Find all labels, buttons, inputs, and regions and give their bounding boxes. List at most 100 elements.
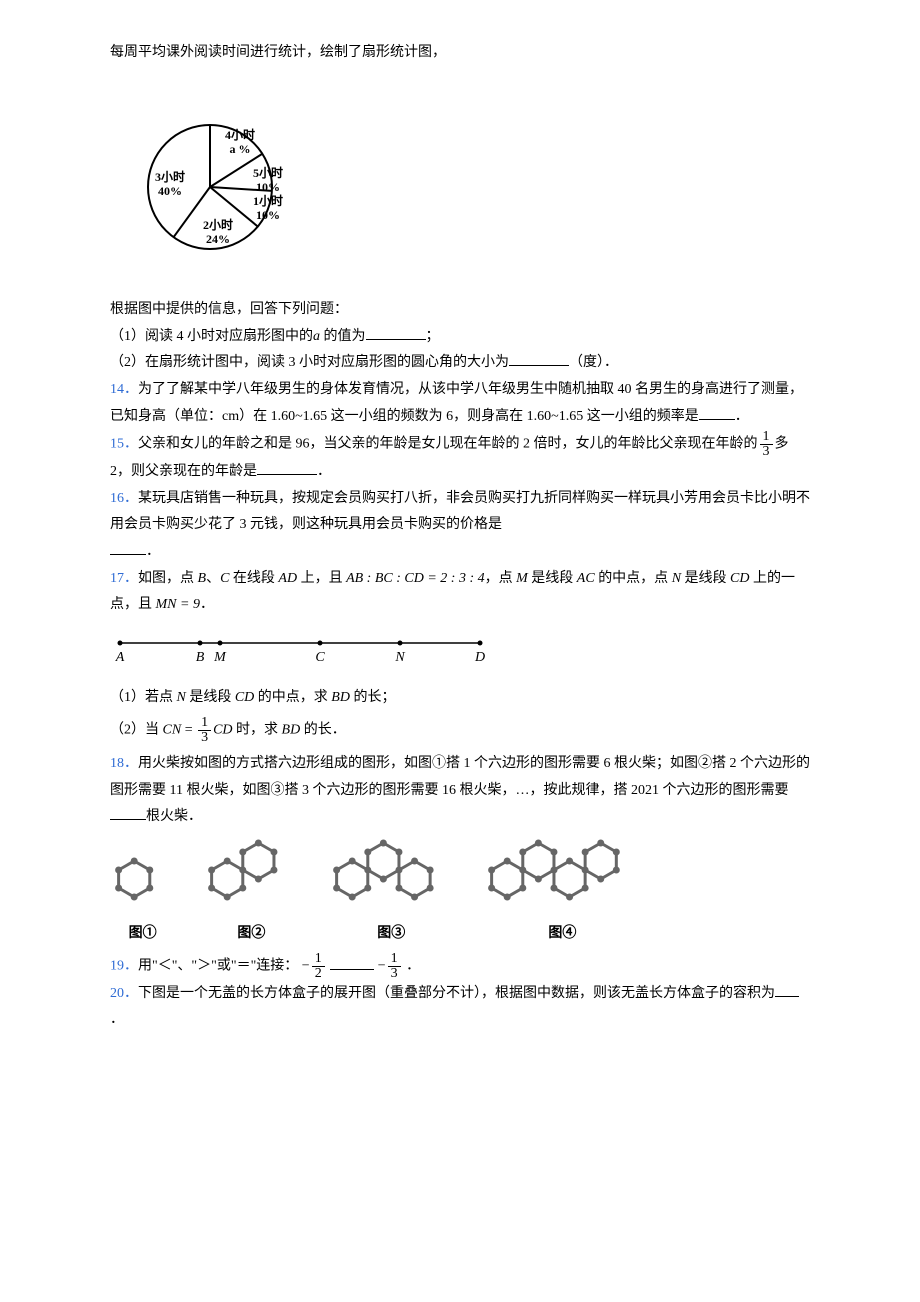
q13-var-a: a: [313, 329, 320, 344]
var: CD: [213, 723, 232, 738]
q18: 18．用火柴按如图的方式搭六边形组成的图形，如图①搭 1 个六边形的图形需要 6…: [110, 751, 810, 831]
hex-cap: 图②: [203, 921, 299, 948]
blank: [110, 819, 146, 820]
pt: B: [198, 571, 207, 586]
blank: [509, 365, 569, 366]
question-number: 18．: [110, 756, 138, 771]
q20-body: 下图是一个无盖的长方体盒子的展开图（重叠部分不计），根据图中数据，则该无盖长方体…: [138, 986, 775, 1001]
denominator: 3: [198, 731, 211, 745]
paragraph-intro: 每周平均课外阅读时间进行统计，绘制了扇形统计图，: [110, 40, 810, 67]
t: 时，求: [233, 723, 282, 738]
q16-line2: ．: [110, 539, 810, 566]
blank: [366, 339, 426, 340]
q13-2-tail: （度）．: [569, 355, 618, 370]
q13-1-end: ；: [426, 329, 440, 344]
svg-text:3小时: 3小时: [155, 169, 185, 184]
denominator: 3: [388, 967, 401, 981]
svg-text:N: N: [394, 650, 405, 665]
svg-text:B: B: [196, 650, 205, 665]
hex-fig-4: 图④: [483, 839, 642, 948]
q18-tail: 根火柴．: [146, 809, 202, 824]
hex-fig-2: 图②: [203, 839, 299, 948]
pt: C: [220, 571, 229, 586]
q19-a: 用"＜"、"＞"或"＝"连接：: [138, 959, 298, 974]
numerator: 1: [312, 952, 325, 967]
question-number: 14．: [110, 382, 138, 397]
hex-fig-1: 图①: [110, 839, 175, 948]
t: 在线段: [229, 571, 278, 586]
numerator: 1: [760, 430, 773, 445]
denominator: 3: [760, 445, 773, 459]
svg-text:2小时: 2小时: [203, 217, 233, 232]
hex-svg: [203, 839, 299, 909]
hex-svg: [483, 839, 642, 909]
q16: 16．某玩具店销售一种玩具，按规定会员购买打八折，非会员购买打九折同样购买一样玩…: [110, 486, 810, 539]
svg-text:1小时: 1小时: [253, 193, 283, 208]
q15-tail: ．: [317, 464, 331, 479]
question-number: 15．: [110, 437, 138, 452]
var: CN: [163, 723, 182, 738]
blank: [110, 554, 146, 555]
t: ．: [200, 597, 214, 612]
seg: BD: [282, 723, 301, 738]
q13-1-tail: 的值为: [320, 329, 366, 344]
svg-text:10%: 10%: [256, 208, 280, 222]
q17-part2: （2）当 CN = 13CD 时，求 BD 的长．: [110, 716, 810, 745]
neg: −: [378, 959, 386, 974]
hex-svg: [110, 839, 175, 909]
t: （2）当: [110, 723, 163, 738]
question-number: 20．: [110, 986, 138, 1001]
neg: −: [302, 959, 310, 974]
denominator: 2: [312, 967, 325, 981]
t: =: [181, 723, 196, 738]
t: （1）若点: [110, 690, 177, 705]
pie-chart-figure: 3小时40%2小时24%1小时10%5小时10%4小时a %: [110, 77, 810, 288]
hex-fig-3: 图③: [328, 839, 456, 948]
pie-chart-svg: 3小时40%2小时24%1小时10%5小时10%4小时a %: [110, 77, 320, 277]
blank: [330, 969, 374, 970]
svg-text:M: M: [213, 650, 227, 665]
seg: CD: [235, 690, 254, 705]
svg-text:40%: 40%: [158, 184, 182, 198]
fraction: 13: [388, 952, 401, 981]
q19-tail: ．: [406, 959, 420, 974]
svg-text:a %: a %: [230, 142, 251, 156]
q17-part1: （1）若点 N 是线段 CD 的中点，求 BD 的长；: [110, 685, 810, 712]
t: 的长．: [300, 723, 346, 738]
blank: [775, 996, 799, 997]
ratio: AB : BC : CD = 2 : 3 : 4: [346, 571, 485, 586]
hex-cap: 图④: [483, 921, 642, 948]
hex-svg: [328, 839, 456, 909]
fraction: 13: [198, 716, 211, 745]
q20-tail: ．: [110, 1012, 124, 1027]
question-number: 17．: [110, 571, 138, 586]
eq: MN = 9: [156, 597, 200, 612]
seg: AC: [577, 571, 595, 586]
seg: BD: [331, 690, 350, 705]
question-number: 16．: [110, 491, 138, 506]
svg-text:10%: 10%: [256, 180, 280, 194]
t: 的长；: [350, 690, 396, 705]
t: 是线段: [186, 690, 235, 705]
q13-part1: （1）阅读 4 小时对应扇形图中的a 的值为；: [110, 324, 810, 351]
q13-part2: （2）在扇形统计图中，阅读 3 小时对应扇形图的圆心角的大小为（度）．: [110, 350, 810, 377]
q16-tail: ．: [146, 544, 160, 559]
svg-text:4小时: 4小时: [225, 127, 255, 142]
numerator: 1: [388, 952, 401, 967]
svg-text:C: C: [315, 650, 325, 665]
t: 的中点，点: [595, 571, 672, 586]
t: 上，且: [297, 571, 346, 586]
q13-prompt: 根据图中提供的信息，回答下列问题：: [110, 297, 810, 324]
fraction: 12: [312, 952, 325, 981]
seg: AD: [278, 571, 297, 586]
t: 是线段: [681, 571, 730, 586]
t: ，点: [485, 571, 517, 586]
t: 如图，点: [138, 571, 198, 586]
q15-a: 父亲和女儿的年龄之和是 96，当父亲的年龄是女儿现在年龄的 2 倍时，女儿的年龄…: [138, 437, 758, 452]
svg-text:5小时: 5小时: [253, 165, 283, 180]
q17-diagram: ABMCND: [110, 629, 810, 676]
blank: [699, 419, 735, 420]
q15: 15．父亲和女儿的年龄之和是 96，当父亲的年龄是女儿现在年龄的 2 倍时，女儿…: [110, 430, 810, 486]
blank: [257, 474, 317, 475]
pt: M: [516, 571, 528, 586]
